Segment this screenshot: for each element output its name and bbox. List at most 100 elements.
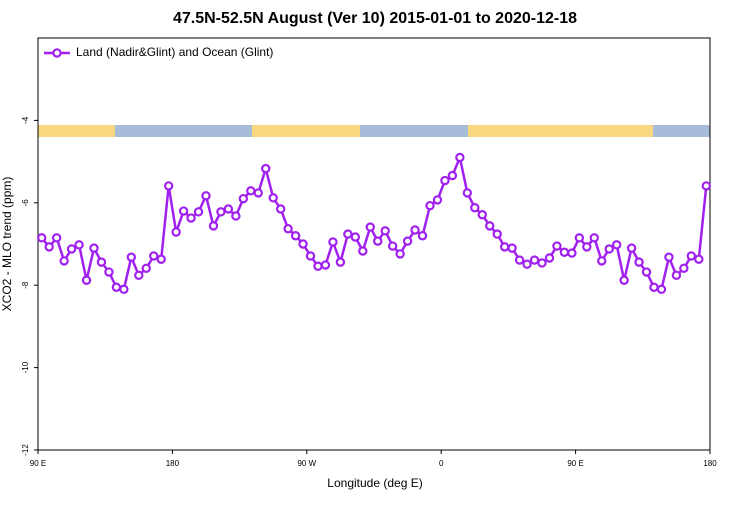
data-point [499, 242, 510, 252]
data-point [649, 282, 659, 292]
data-point [440, 175, 450, 186]
data-point [701, 181, 711, 191]
data-point [111, 282, 122, 292]
data-point [134, 270, 144, 281]
data-point [283, 224, 293, 234]
series-line [40, 153, 708, 291]
data-point [268, 193, 278, 203]
data-point [305, 251, 316, 261]
data-point [582, 242, 592, 252]
data-point [104, 267, 114, 277]
chart-title: 47.5N-52.5N August (Ver 10) 2015-01-01 t… [173, 10, 577, 27]
x-tick-label: 0 [439, 459, 444, 468]
data-point [193, 207, 204, 217]
data-point [89, 243, 99, 253]
data-point [686, 251, 697, 261]
data-point [335, 257, 346, 267]
data-point [485, 221, 495, 231]
data-point [275, 204, 286, 214]
data-point [589, 233, 599, 243]
data-point [544, 253, 555, 263]
data-point [656, 284, 667, 295]
x-tick-label: 90 E [30, 459, 46, 468]
data-point [410, 225, 420, 235]
data-point [455, 152, 465, 163]
x-tick-label: 90 E [567, 459, 583, 468]
y-tick-label: -8 [21, 281, 30, 289]
data-point [664, 252, 674, 262]
data-point [208, 221, 219, 231]
data-point [81, 275, 92, 285]
y-tick-label: -4 [21, 116, 30, 124]
data-point [290, 231, 301, 241]
data-point [156, 254, 166, 264]
y-axis-label: XCO2 - MLO trend (ppm) [0, 177, 14, 312]
data-point [641, 267, 652, 277]
data-point [597, 256, 607, 266]
data-point [507, 243, 517, 253]
data-point [529, 255, 540, 265]
data-point [313, 261, 323, 271]
data-point [51, 233, 62, 243]
data-point [492, 229, 502, 239]
data-point [59, 256, 69, 266]
data-point [253, 188, 263, 198]
x-tick-label: 180 [166, 459, 180, 468]
data-point [417, 231, 428, 241]
data-point [604, 244, 614, 254]
data-point [537, 258, 547, 268]
data-point [514, 255, 525, 265]
data-point [328, 237, 338, 247]
data-point [44, 242, 54, 252]
data-point [380, 226, 390, 236]
data-point [447, 170, 458, 181]
data-point [425, 200, 435, 211]
y-tick-label: -10 [21, 361, 30, 373]
data-point [626, 243, 637, 253]
data-point [37, 233, 47, 243]
data-point [201, 191, 211, 201]
data-point [611, 240, 622, 250]
data-point [552, 241, 562, 251]
data-point [74, 240, 84, 250]
land-ocean-strip [38, 125, 710, 137]
data-point [149, 251, 159, 261]
legend-label: Land (Nadir&Glint) and Ocean (Glint) [76, 45, 273, 59]
data-point [477, 210, 487, 220]
x-tick-label: 90 W [297, 459, 316, 468]
data-point [163, 181, 174, 191]
data-point [395, 249, 405, 259]
plot-frame [37, 37, 711, 451]
data-point [238, 193, 249, 204]
x-axis-label: Longitude (deg E) [327, 476, 422, 490]
data-point [470, 203, 480, 213]
data-point [634, 257, 644, 267]
data-point [679, 263, 689, 274]
data-point [298, 239, 308, 249]
data-point [358, 246, 368, 256]
data-point [96, 257, 107, 267]
data-point [350, 232, 361, 242]
data-point [171, 227, 181, 237]
data-point [387, 241, 398, 251]
data-point [126, 252, 137, 262]
data-point [119, 284, 129, 295]
x-tick-label: 180 [703, 459, 717, 468]
data-point [320, 260, 331, 270]
data-point [559, 247, 570, 257]
data-point [365, 222, 375, 232]
data-point [231, 211, 241, 221]
data-point [567, 248, 577, 258]
data-point [178, 206, 189, 216]
data-point [66, 244, 77, 254]
data-point [343, 229, 353, 239]
data-point [619, 275, 629, 285]
data-point [432, 195, 443, 205]
y-tick-label: -12 [21, 444, 30, 456]
data-point [462, 188, 473, 198]
data-point [671, 270, 682, 281]
data-point [522, 259, 532, 269]
data-point [574, 233, 585, 243]
data-point [216, 207, 226, 217]
